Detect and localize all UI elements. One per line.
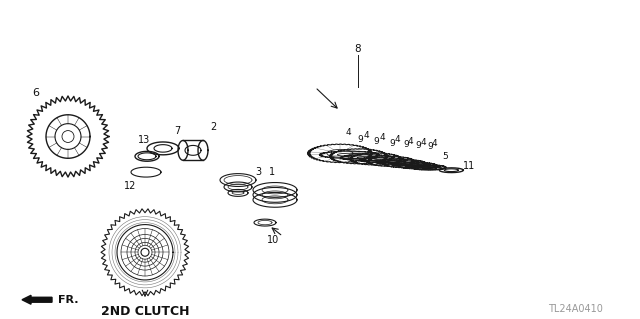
Text: 4: 4	[345, 128, 351, 137]
Text: 4: 4	[408, 137, 413, 146]
Text: 9: 9	[357, 135, 363, 144]
Text: TL24A0410: TL24A0410	[548, 304, 602, 314]
Text: 5: 5	[442, 152, 448, 161]
Text: FR.: FR.	[58, 295, 79, 305]
Text: 7: 7	[174, 126, 180, 136]
Text: 10: 10	[267, 235, 279, 245]
Text: 13: 13	[138, 136, 150, 145]
Text: 12: 12	[124, 181, 136, 191]
Text: 9: 9	[427, 142, 433, 151]
Text: 9: 9	[415, 141, 421, 150]
Text: 3: 3	[255, 167, 261, 177]
Text: 4: 4	[431, 139, 436, 148]
Text: 4: 4	[394, 135, 400, 144]
Text: 9: 9	[374, 137, 380, 146]
Text: 6: 6	[33, 88, 40, 98]
FancyArrow shape	[22, 295, 52, 304]
Text: 4: 4	[364, 131, 369, 140]
Text: 1: 1	[269, 167, 275, 177]
Text: 11: 11	[463, 161, 476, 171]
Text: 9: 9	[389, 139, 395, 148]
Text: 9: 9	[403, 140, 409, 149]
Text: 4: 4	[380, 133, 385, 142]
Text: 2ND CLUTCH: 2ND CLUTCH	[100, 305, 189, 318]
Text: 2: 2	[210, 122, 216, 132]
Text: 4: 4	[420, 138, 426, 147]
Text: 8: 8	[355, 44, 362, 55]
